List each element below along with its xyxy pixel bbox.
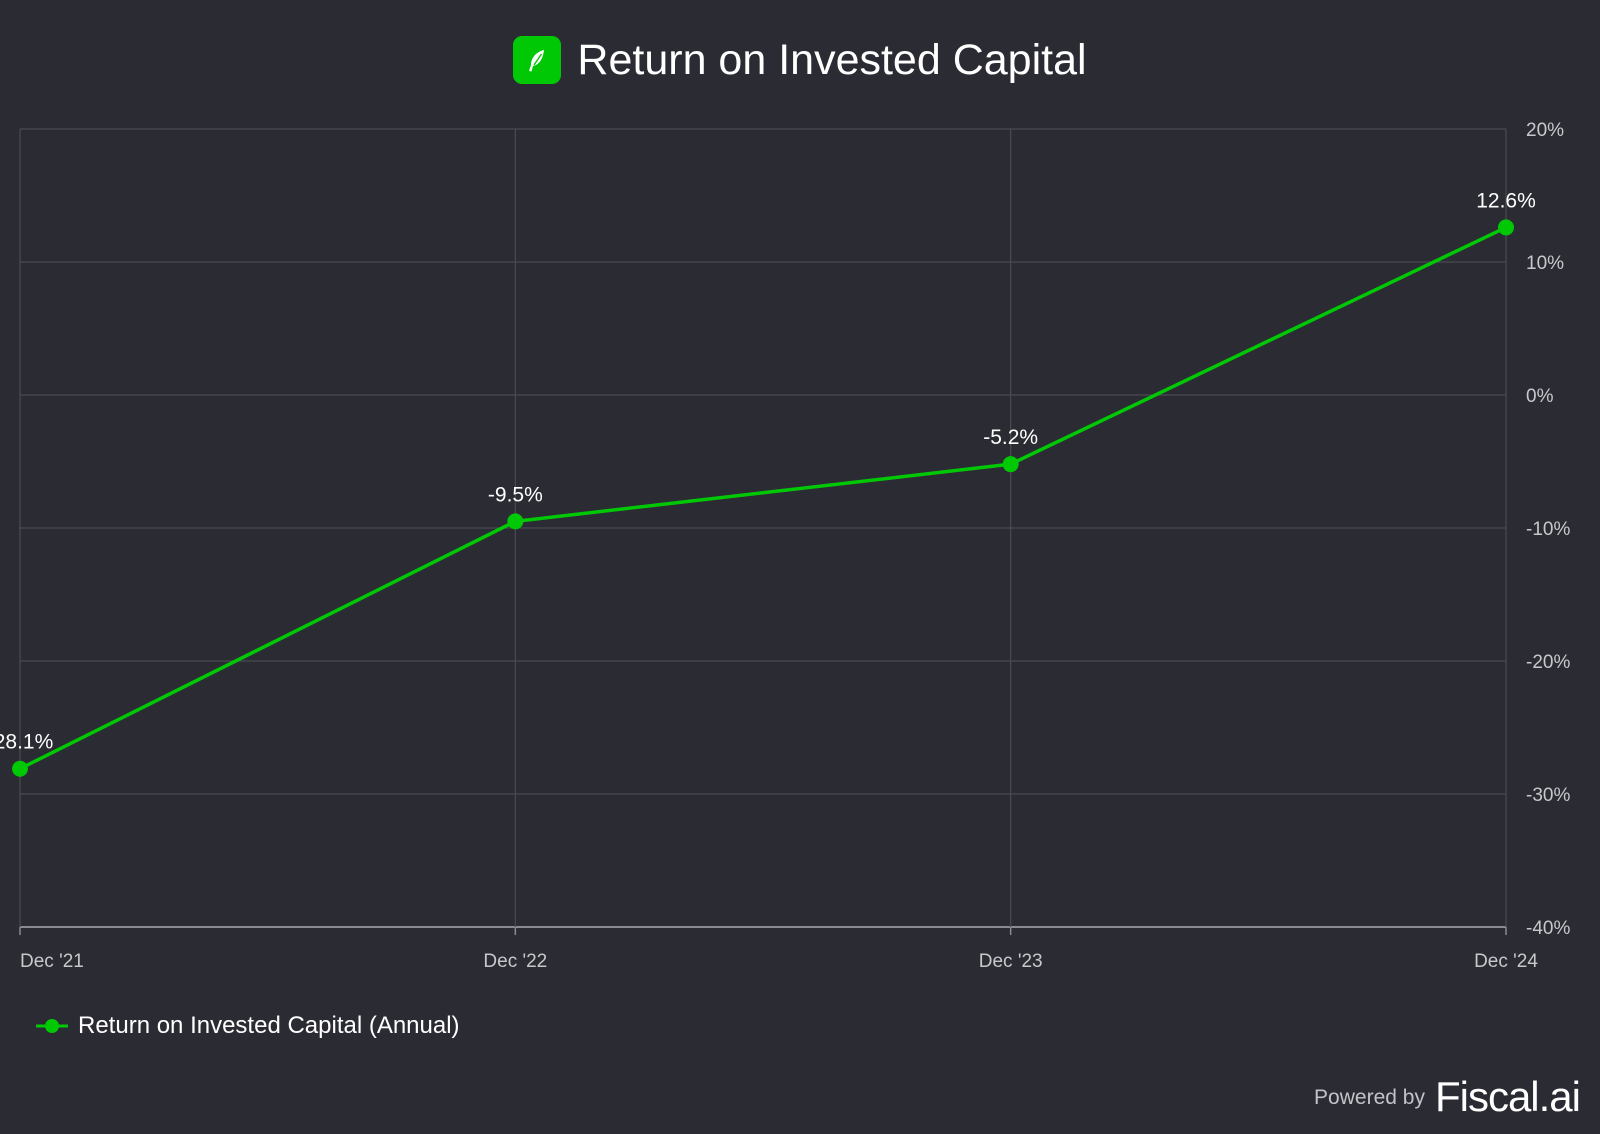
x-tick-label: Dec '23 [979,951,1043,972]
legend-label: Return on Invested Capital (Annual) [78,1012,460,1039]
powered-by-branding[interactable]: Powered by Fiscal.ai [1314,1073,1581,1120]
data-label: -28.1% [0,731,53,754]
data-label: -5.2% [983,426,1038,449]
legend-marker-icon [36,1019,68,1033]
x-tick-label: Dec '21 [20,951,84,972]
data-label: -9.5% [488,483,543,506]
data-point [507,513,524,530]
y-tick-label: -10% [1526,519,1570,540]
x-tick-label: Dec '22 [483,951,547,972]
data-point [12,760,28,777]
chart-header: Return on Invested Capital [0,30,1600,90]
data-point [1002,456,1019,473]
chart-legend[interactable]: Return on Invested Capital (Annual) [36,1006,460,1046]
robinhood-logo-icon [513,36,562,84]
y-tick-label: 20% [1526,120,1564,141]
powered-by-text: Powered by [1314,1086,1425,1109]
y-tick-label: -40% [1526,918,1570,939]
x-tick-label: Dec '24 [1474,951,1538,972]
chart-title: Return on Invested Capital [577,35,1087,84]
data-label: 12.6% [1476,189,1536,212]
y-tick-label: -30% [1526,785,1570,806]
y-tick-label: 0% [1526,386,1554,407]
fiscal-ai-logo: Fiscal.ai [1434,1073,1581,1120]
y-tick-label: 10% [1526,253,1564,274]
data-point [1498,219,1514,236]
series-line [19,225,1507,771]
y-tick-label: -20% [1526,652,1570,673]
